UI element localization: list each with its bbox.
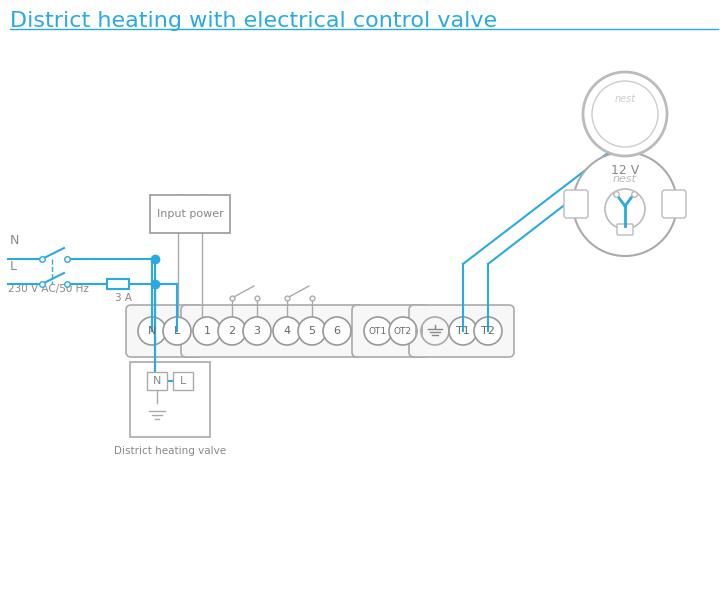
Text: District heating with electrical control valve: District heating with electrical control… [10, 11, 497, 31]
Text: 2: 2 [229, 326, 236, 336]
Text: L: L [180, 376, 186, 386]
Text: OT2: OT2 [394, 327, 412, 336]
Text: N: N [148, 326, 157, 336]
FancyBboxPatch shape [352, 305, 429, 357]
FancyBboxPatch shape [662, 190, 686, 218]
Bar [130, 362, 210, 437]
Circle shape [273, 317, 301, 345]
Circle shape [573, 152, 677, 256]
Text: N: N [10, 235, 20, 248]
Circle shape [243, 317, 271, 345]
FancyBboxPatch shape [409, 305, 514, 357]
FancyBboxPatch shape [564, 190, 588, 218]
Bar [147, 372, 167, 390]
Circle shape [323, 317, 351, 345]
FancyBboxPatch shape [617, 224, 633, 235]
Circle shape [218, 317, 246, 345]
Text: T2: T2 [481, 326, 495, 336]
Text: District heating valve: District heating valve [114, 447, 226, 457]
Text: 1: 1 [204, 326, 210, 336]
Circle shape [474, 317, 502, 345]
Circle shape [449, 317, 477, 345]
Circle shape [138, 317, 166, 345]
Circle shape [605, 189, 645, 229]
Text: 12 V: 12 V [611, 165, 639, 178]
FancyBboxPatch shape [126, 305, 203, 357]
Circle shape [364, 317, 392, 345]
Bar [150, 195, 230, 233]
Circle shape [421, 317, 449, 345]
Circle shape [389, 317, 417, 345]
Text: L: L [174, 326, 180, 336]
Text: L: L [10, 260, 17, 273]
Text: N: N [153, 376, 161, 386]
Bar [173, 372, 193, 390]
Circle shape [298, 317, 326, 345]
Circle shape [583, 72, 667, 156]
Text: 6: 6 [333, 326, 341, 336]
Text: Input power: Input power [157, 209, 223, 219]
Bar [107, 279, 129, 289]
Text: 4: 4 [283, 326, 290, 336]
Text: nest: nest [613, 174, 637, 184]
Circle shape [592, 81, 658, 147]
Text: nest: nest [614, 94, 636, 104]
Text: 5: 5 [309, 326, 315, 336]
Circle shape [193, 317, 221, 345]
Text: OT1: OT1 [369, 327, 387, 336]
FancyBboxPatch shape [181, 305, 363, 357]
Text: 230 V AC/50 Hz: 230 V AC/50 Hz [8, 284, 89, 294]
Text: T1: T1 [456, 326, 470, 336]
Circle shape [163, 317, 191, 345]
Text: 3: 3 [253, 326, 261, 336]
Text: 3 A: 3 A [115, 293, 132, 303]
